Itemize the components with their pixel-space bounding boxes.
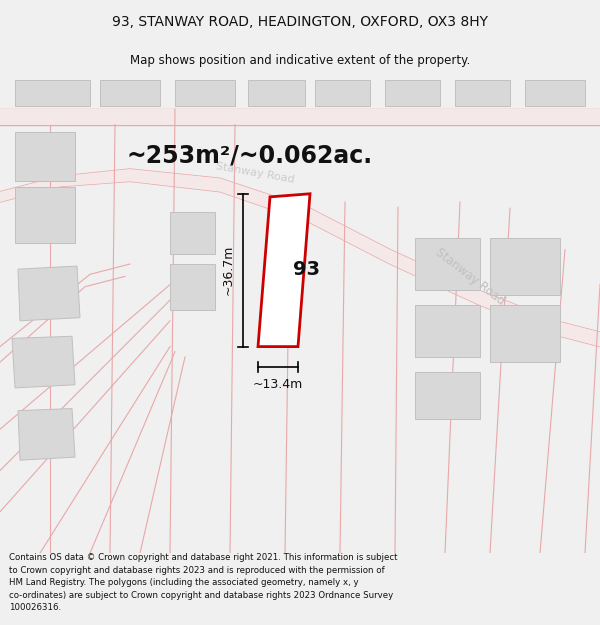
Polygon shape	[415, 305, 480, 357]
Polygon shape	[415, 238, 480, 290]
Text: Map shows position and indicative extent of the property.: Map shows position and indicative extent…	[130, 54, 470, 68]
Text: ~36.7m: ~36.7m	[221, 245, 235, 296]
Polygon shape	[385, 80, 440, 106]
Text: Contains OS data © Crown copyright and database right 2021. This information is : Contains OS data © Crown copyright and d…	[9, 553, 398, 612]
Polygon shape	[18, 409, 75, 460]
Polygon shape	[0, 169, 600, 347]
Text: ~253m²/~0.062ac.: ~253m²/~0.062ac.	[127, 144, 373, 168]
Polygon shape	[15, 132, 75, 181]
Text: Stanway Road: Stanway Road	[215, 161, 295, 185]
Polygon shape	[170, 213, 215, 254]
Polygon shape	[258, 194, 310, 347]
Text: 93: 93	[293, 259, 320, 279]
Polygon shape	[248, 80, 305, 106]
Polygon shape	[455, 80, 510, 106]
Text: 93, STANWAY ROAD, HEADINGTON, OXFORD, OX3 8HY: 93, STANWAY ROAD, HEADINGTON, OXFORD, OX…	[112, 15, 488, 29]
Polygon shape	[525, 80, 585, 106]
Polygon shape	[175, 80, 235, 106]
Polygon shape	[170, 264, 215, 311]
Polygon shape	[18, 266, 80, 321]
Polygon shape	[12, 336, 75, 388]
Polygon shape	[0, 109, 600, 124]
Polygon shape	[15, 80, 90, 106]
Polygon shape	[415, 372, 480, 419]
Polygon shape	[490, 238, 560, 295]
Text: ~13.4m: ~13.4m	[253, 378, 303, 391]
Polygon shape	[100, 80, 160, 106]
Polygon shape	[315, 80, 370, 106]
Polygon shape	[490, 305, 560, 362]
Polygon shape	[15, 186, 75, 243]
Text: Stanway Road: Stanway Road	[433, 246, 507, 308]
